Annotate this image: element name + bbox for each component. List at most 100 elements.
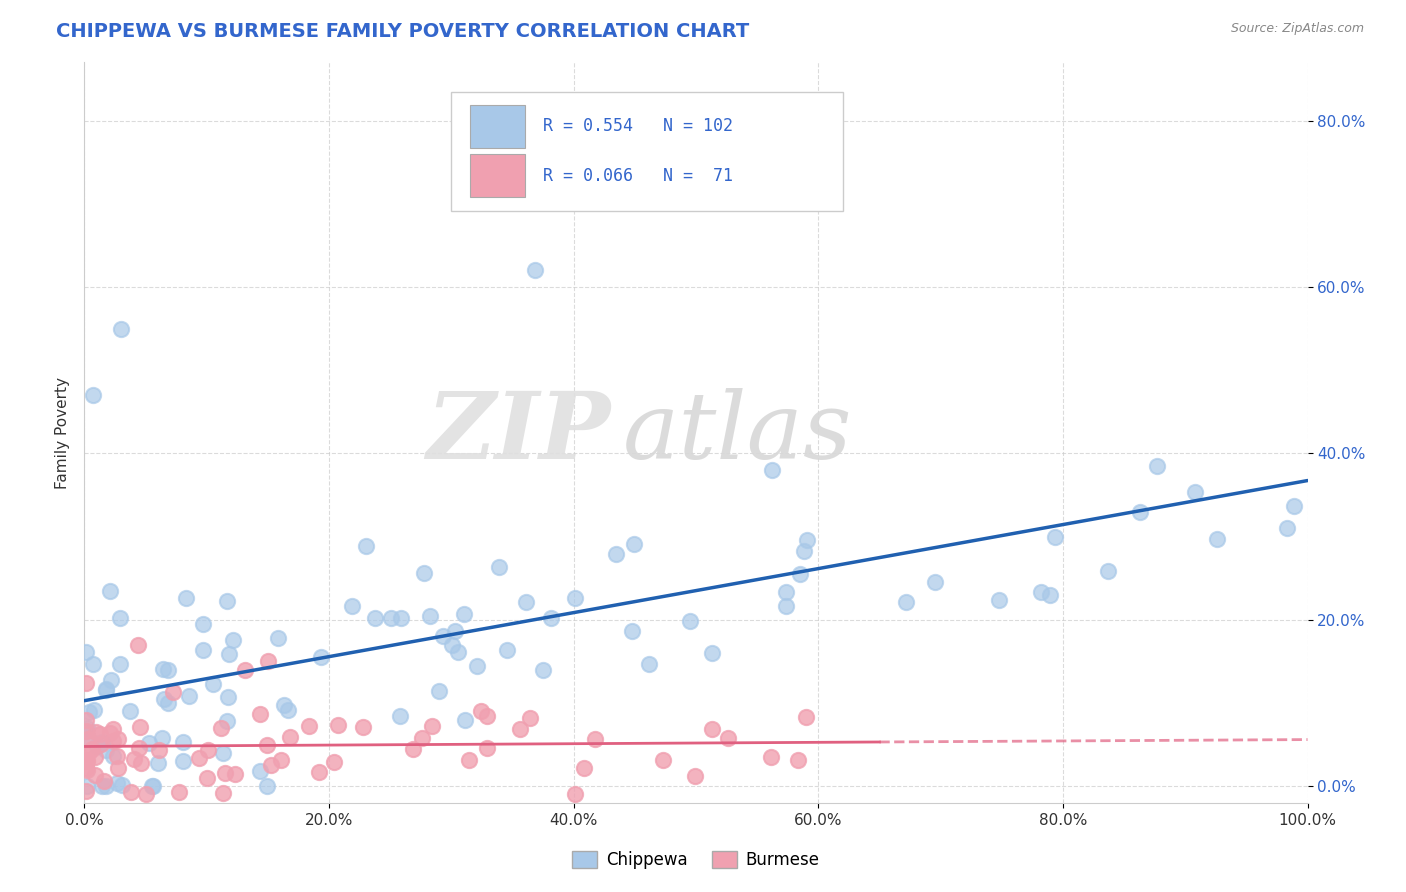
- Point: [96, 682, 118, 697]
- Point: [637, 657, 659, 671]
- Point: [75, 753, 97, 767]
- Point: [717, 731, 740, 746]
- Point: [191, 643, 214, 657]
- Point: [427, 683, 450, 698]
- Point: [488, 560, 510, 574]
- Point: [100, 673, 122, 688]
- Point: [76, 763, 98, 777]
- Point: [94, 779, 117, 793]
- Point: [453, 607, 475, 622]
- Point: [308, 764, 330, 779]
- Point: [94, 681, 117, 696]
- Point: [120, 704, 142, 718]
- Point: [411, 731, 433, 745]
- Point: [135, 788, 157, 802]
- Point: [172, 754, 194, 768]
- Point: [796, 533, 818, 547]
- Point: [759, 750, 782, 764]
- Point: [127, 638, 149, 652]
- Point: [214, 766, 236, 780]
- Point: [153, 692, 176, 706]
- Text: R = 0.066   N =  71: R = 0.066 N = 71: [543, 167, 733, 185]
- Point: [278, 730, 301, 744]
- Point: [98, 583, 121, 598]
- Point: [75, 761, 97, 775]
- Point: [83, 703, 105, 717]
- Point: [413, 566, 436, 581]
- Point: [270, 752, 292, 766]
- Point: [86, 739, 108, 753]
- Point: [1039, 588, 1062, 602]
- Point: [217, 690, 239, 704]
- FancyBboxPatch shape: [470, 154, 524, 197]
- Point: [256, 779, 278, 793]
- Point: [101, 733, 124, 747]
- Point: [218, 648, 240, 662]
- Point: [789, 566, 811, 581]
- Point: [76, 779, 98, 793]
- Point: [1043, 530, 1066, 544]
- FancyBboxPatch shape: [451, 92, 842, 211]
- Point: [129, 756, 152, 770]
- Point: [322, 756, 344, 770]
- Point: [209, 721, 232, 735]
- Point: [702, 722, 724, 736]
- Point: [775, 599, 797, 613]
- Point: [217, 714, 239, 728]
- Point: [75, 724, 97, 739]
- Point: [256, 738, 278, 752]
- Point: [75, 714, 97, 728]
- Point: [454, 714, 477, 728]
- Point: [167, 785, 190, 799]
- Point: [420, 719, 443, 733]
- Point: [475, 740, 498, 755]
- Point: [509, 723, 531, 737]
- Point: [142, 779, 165, 793]
- Point: [1129, 505, 1152, 519]
- Point: [796, 710, 818, 724]
- Point: [157, 663, 180, 677]
- Point: [1146, 458, 1168, 473]
- Point: [211, 786, 233, 800]
- Point: [364, 611, 387, 625]
- Point: [470, 704, 492, 718]
- Point: [77, 731, 100, 746]
- Point: [260, 758, 283, 772]
- Point: [540, 610, 562, 624]
- Point: [432, 629, 454, 643]
- Point: [177, 690, 200, 704]
- Point: [101, 748, 124, 763]
- Point: [1031, 585, 1053, 599]
- Point: [120, 785, 142, 799]
- Point: [110, 611, 132, 625]
- Text: ZIP: ZIP: [426, 388, 610, 477]
- Point: [86, 725, 108, 739]
- Point: [388, 708, 411, 723]
- Point: [249, 706, 271, 721]
- Point: [1206, 532, 1229, 546]
- Point: [187, 751, 209, 765]
- Point: [775, 584, 797, 599]
- Point: [148, 742, 170, 756]
- Point: [162, 684, 184, 698]
- Point: [519, 711, 541, 725]
- Point: [621, 624, 644, 638]
- Point: [82, 657, 104, 672]
- Point: [924, 575, 946, 590]
- Point: [129, 720, 152, 734]
- Point: [128, 741, 150, 756]
- Point: [389, 611, 412, 625]
- Point: [83, 767, 105, 781]
- Point: [496, 642, 519, 657]
- Point: [583, 732, 606, 747]
- Point: [441, 638, 464, 652]
- Point: [94, 743, 117, 757]
- Point: [91, 735, 114, 749]
- Point: [148, 756, 170, 771]
- Point: [759, 172, 782, 186]
- Point: [564, 787, 586, 801]
- Text: atlas: atlas: [623, 388, 852, 477]
- Point: [233, 663, 256, 677]
- Point: [176, 591, 198, 605]
- Point: [105, 748, 128, 763]
